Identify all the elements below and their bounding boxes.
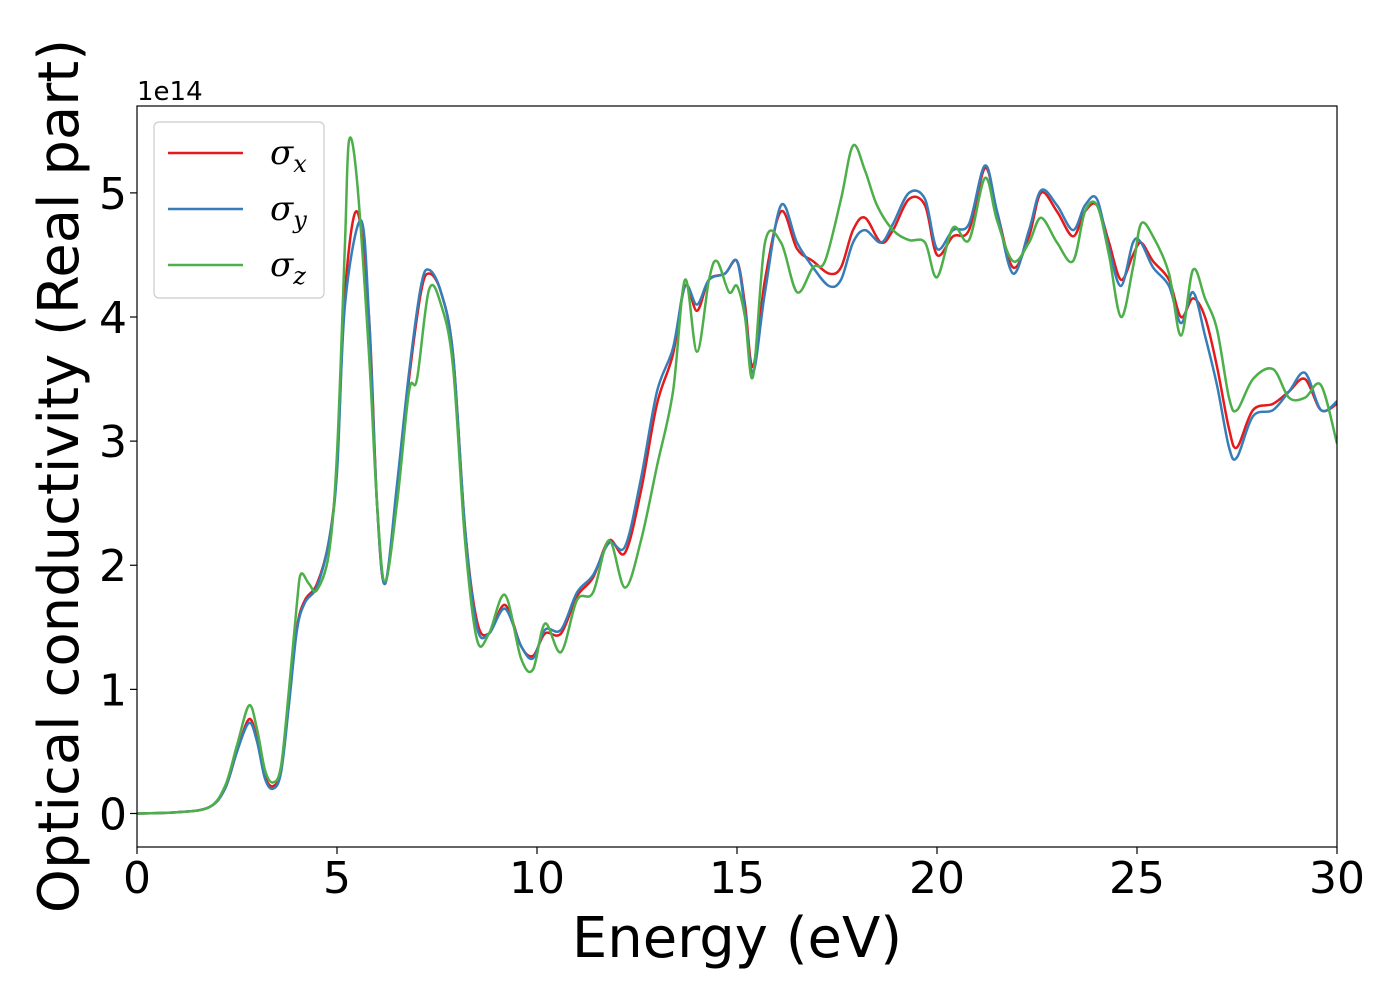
y-tick-label: 3 bbox=[99, 417, 127, 468]
x-tick-label: 5 bbox=[323, 853, 351, 904]
legend-label-z: σz bbox=[270, 245, 306, 290]
y-axis-ticks: 0 1 2 3 4 5 bbox=[99, 169, 137, 840]
x-axis-label: Energy (eV) bbox=[572, 906, 902, 971]
x-tick-label: 20 bbox=[909, 853, 965, 904]
y-tick-label: 2 bbox=[99, 541, 127, 592]
y-axis-label: Optical conductivity (Real part) bbox=[27, 39, 92, 913]
series-layer bbox=[137, 136, 1337, 815]
x-tick-label: 25 bbox=[1109, 853, 1165, 904]
x-tick-label: 0 bbox=[123, 853, 151, 904]
y-tick-label: 5 bbox=[99, 169, 127, 220]
series-line-z bbox=[137, 136, 1337, 815]
y-axis-offset-label: 1e14 bbox=[137, 77, 203, 107]
y-tick-label: 1 bbox=[99, 665, 127, 716]
legend-label-y: σy bbox=[270, 189, 307, 234]
x-tick-label: 10 bbox=[509, 853, 565, 904]
x-axis-ticks: 0 5 10 15 20 25 30 bbox=[123, 847, 1365, 904]
y-tick-label: 4 bbox=[99, 293, 127, 344]
legend: σx σy σz bbox=[153, 121, 325, 299]
legend-label-x: σx bbox=[270, 133, 307, 178]
y-tick-label: 0 bbox=[99, 789, 127, 840]
x-tick-label: 15 bbox=[709, 853, 765, 904]
x-tick-label: 30 bbox=[1309, 853, 1365, 904]
